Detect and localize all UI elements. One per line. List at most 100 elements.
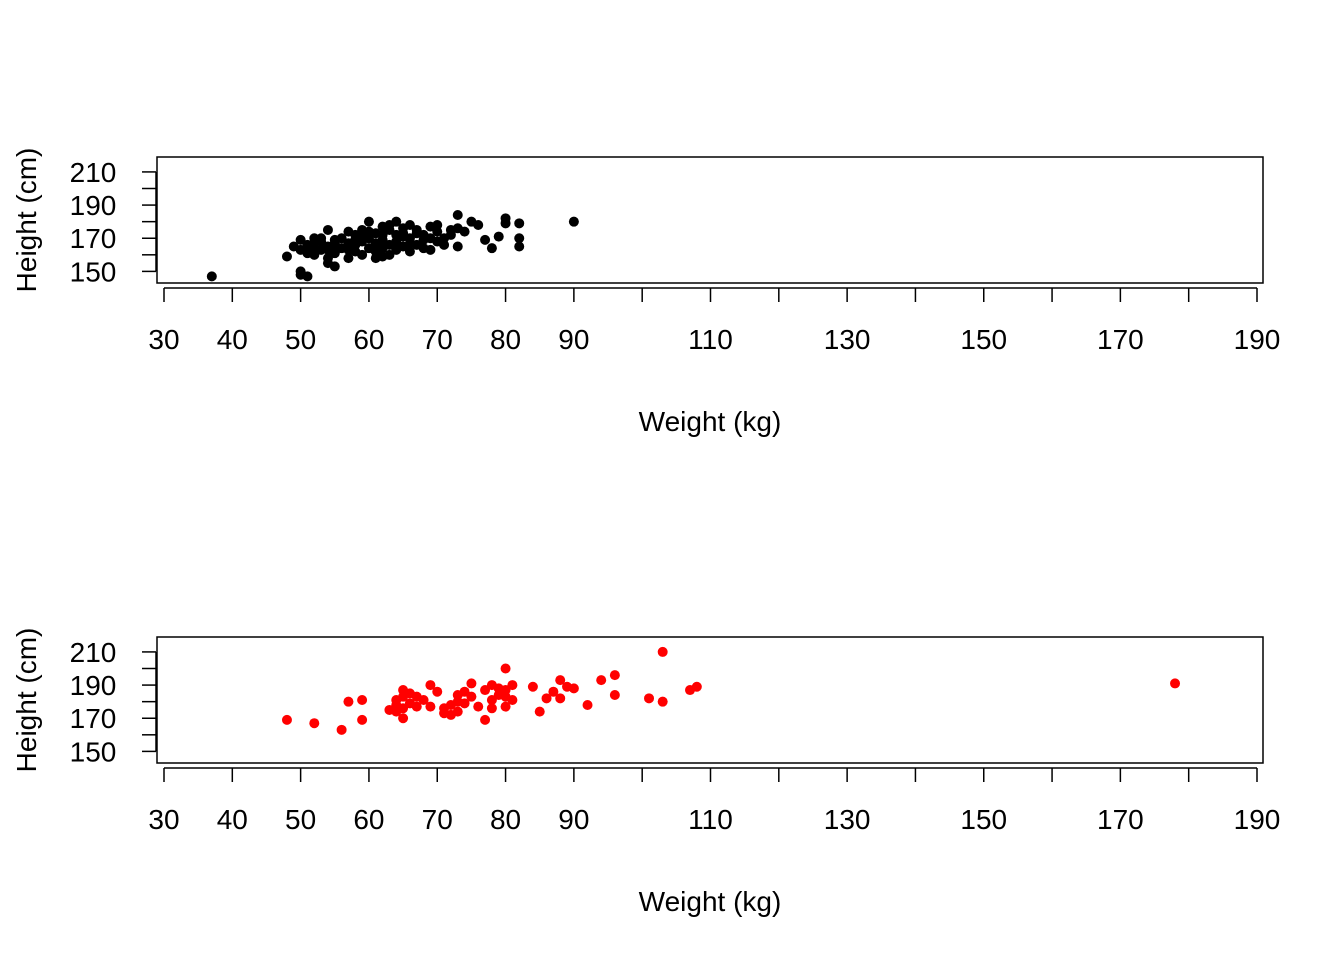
data-point-bottom xyxy=(500,701,511,712)
data-point-bottom xyxy=(507,695,518,705)
data-point-top xyxy=(568,216,579,227)
data-point-bottom xyxy=(548,686,559,697)
data-point-top xyxy=(425,244,436,255)
data-point-bottom xyxy=(534,706,545,717)
data-point-bottom xyxy=(452,706,463,717)
y-tick-label-top: 170 xyxy=(70,223,117,254)
x-axis-top: 30 40 50 60 70 80 90 110 130 150 170 190 xyxy=(148,287,1281,355)
data-point-top xyxy=(404,246,415,257)
data-point-top xyxy=(445,229,456,240)
data-point-top xyxy=(322,224,333,235)
y-axis-title-bottom: Height (cm) xyxy=(11,628,42,773)
scatter-panel-bottom: 30 40 50 60 70 80 90 110 130 150 170 190 1501701902… xyxy=(11,628,1280,917)
data-point-top xyxy=(514,241,525,252)
data-point-top xyxy=(363,216,374,227)
data-point-top xyxy=(316,233,327,244)
x-tick-label-bottom: 30 xyxy=(148,804,179,835)
x-tick-label-bottom: 130 xyxy=(824,804,871,835)
y-tick-label-bottom: 190 xyxy=(70,670,117,701)
data-point-top xyxy=(357,249,368,260)
data-point-bottom xyxy=(336,724,347,735)
x-tick-label-top: 70 xyxy=(422,324,453,355)
x-tick-label-bottom: 90 xyxy=(558,804,589,835)
data-point-bottom xyxy=(657,646,668,657)
data-point-bottom xyxy=(425,680,436,691)
data-point-top xyxy=(302,271,313,282)
data-point-top xyxy=(432,219,443,230)
data-point-top xyxy=(480,234,491,245)
data-point-top xyxy=(439,239,450,250)
plot-box-bottom xyxy=(156,636,1264,764)
y-tick-label-top: 150 xyxy=(70,256,117,287)
data-point-bottom xyxy=(357,714,368,725)
x-tick-label-top: 50 xyxy=(285,324,316,355)
x-tick-label-top: 80 xyxy=(490,324,521,355)
data-point-bottom xyxy=(309,718,320,729)
data-point-bottom xyxy=(596,675,607,686)
data-point-bottom xyxy=(486,703,497,714)
data-point-top xyxy=(500,218,511,229)
x-tick-label-top: 130 xyxy=(824,324,871,355)
x-tick-label-bottom: 150 xyxy=(960,804,1007,835)
x-tick-label-top: 60 xyxy=(353,324,384,355)
x-tick-label-bottom: 80 xyxy=(490,804,521,835)
data-point-bottom xyxy=(281,714,292,725)
data-point-bottom xyxy=(459,698,470,709)
data-point-bottom xyxy=(582,699,593,710)
data-point-bottom xyxy=(432,686,443,697)
data-point-bottom xyxy=(1170,678,1181,689)
y-tick-label-top: 190 xyxy=(70,190,117,221)
data-point-bottom xyxy=(541,693,552,704)
x-tick-label-bottom: 190 xyxy=(1234,804,1281,835)
data-point-top xyxy=(391,216,402,227)
data-point-top xyxy=(452,241,463,252)
data-point-top xyxy=(486,243,497,254)
x-tick-label-bottom: 40 xyxy=(217,804,248,835)
x-tick-label-bottom: 170 xyxy=(1097,804,1144,835)
y-tick-label-top: 210 xyxy=(70,157,117,188)
x-tick-label-top: 30 xyxy=(148,324,179,355)
data-point-bottom xyxy=(507,680,518,691)
x-tick-label-bottom: 110 xyxy=(688,804,733,835)
data-point-top xyxy=(206,271,217,282)
data-point-bottom xyxy=(418,695,429,705)
data-point-bottom xyxy=(466,691,477,702)
data-point-bottom xyxy=(657,696,668,707)
x-tick-label-top: 190 xyxy=(1234,324,1281,355)
plot-box-top xyxy=(156,156,1264,284)
data-point-bottom xyxy=(357,695,368,705)
data-point-bottom xyxy=(500,663,511,674)
data-point-bottom xyxy=(555,693,566,704)
x-tick-label-bottom: 70 xyxy=(422,804,453,835)
data-point-top xyxy=(452,210,463,221)
y-tick-label-bottom: 210 xyxy=(70,637,117,668)
data-point-bottom xyxy=(609,690,620,701)
data-point-top xyxy=(473,219,484,230)
data-point-bottom xyxy=(644,693,655,704)
data-point-top xyxy=(343,253,354,264)
scatter-panel-top: 30 40 50 60 70 80 90 110 130 150 170 190 1501701902… xyxy=(11,148,1280,437)
x-tick-label-bottom: 60 xyxy=(353,804,384,835)
data-point-bottom xyxy=(473,701,484,712)
x-tick-label-top: 150 xyxy=(960,324,1007,355)
y-axis-title-top: Height (cm) xyxy=(11,148,42,293)
data-point-top xyxy=(281,251,292,262)
x-tick-label-top: 170 xyxy=(1097,324,1144,355)
y-tick-label-bottom: 150 xyxy=(70,736,117,767)
data-point-bottom xyxy=(609,670,620,681)
x-axis-title-bottom: Weight (kg) xyxy=(639,886,782,917)
data-point-top xyxy=(459,226,470,237)
data-point-bottom xyxy=(555,675,566,686)
data-point-bottom xyxy=(411,701,422,712)
data-point-bottom xyxy=(691,681,702,692)
x-tick-label-top: 110 xyxy=(688,324,733,355)
data-point-top xyxy=(514,233,525,244)
data-point-bottom xyxy=(466,678,477,689)
data-point-top xyxy=(514,218,525,229)
data-point-bottom xyxy=(568,683,579,694)
x-tick-label-top: 90 xyxy=(558,324,589,355)
data-point-bottom xyxy=(398,713,409,724)
